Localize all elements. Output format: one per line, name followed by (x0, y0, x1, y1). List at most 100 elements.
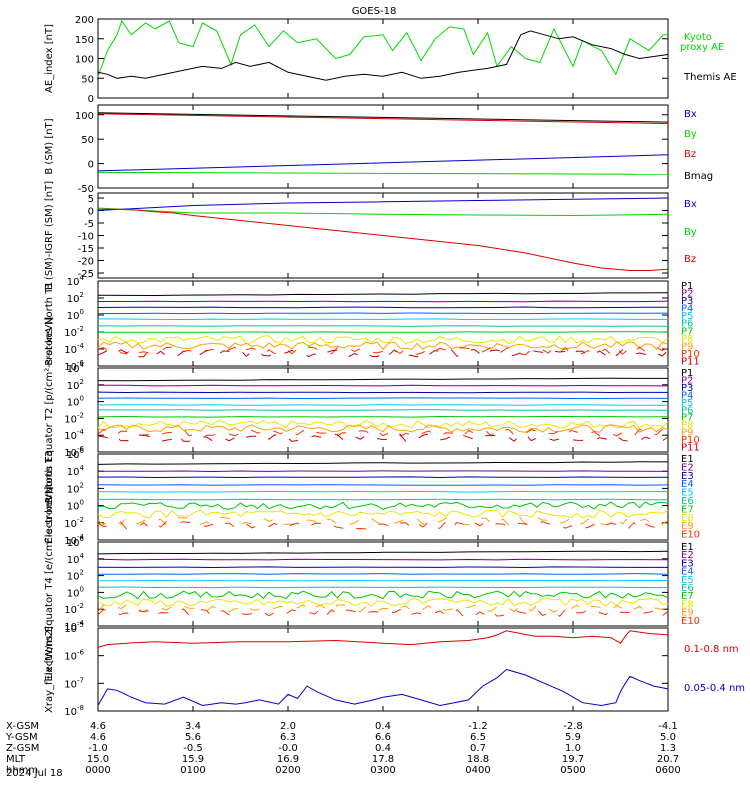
y-tick-label: 100 (67, 585, 84, 599)
series-line-p6 (98, 409, 669, 411)
y-tick-exponent: -8 (77, 704, 84, 712)
series-line-bz (97, 113, 669, 125)
series-line-e1 (97, 461, 669, 465)
series-line-e4 (97, 484, 669, 486)
y-tick-exponent: -2 (77, 411, 84, 419)
legend-label: P4 (681, 390, 693, 401)
y-tick-exponent: 0 (80, 308, 84, 316)
legend-label: P7 (681, 413, 693, 424)
ephemeris-cell: 5.9 (565, 732, 581, 743)
ephemeris-cell: 6.3 (280, 732, 296, 743)
y-tick-label: 10-4 (64, 428, 84, 442)
y-tick-exponent: -5 (77, 621, 84, 629)
series-line-by (97, 171, 669, 175)
y-axis-label: Electrons Equator T4 [e/(cm²-s-sr-keV)] (44, 486, 55, 681)
y-tick-exponent: -4 (77, 428, 85, 436)
legend-label: P8 (681, 420, 693, 431)
series-line-p8 (97, 420, 669, 429)
series-line-p1 (97, 377, 668, 382)
legend-label: E8 (681, 513, 694, 524)
y-tick-label: 106 (67, 535, 85, 549)
legend-label: proxy AE (680, 42, 724, 53)
ephemeris-cell: 19.7 (562, 754, 584, 765)
ephemeris-cell: -0.5 (183, 743, 203, 754)
y-tick-label: 10-6 (64, 649, 84, 663)
y-tick-exponent: -2 (77, 325, 84, 333)
panel-frame (97, 541, 669, 627)
series-line-p5 (97, 318, 668, 321)
y-tick-label: -50 (78, 184, 94, 195)
ephemeris-cell: -4.1 (658, 721, 678, 732)
legend-label: Bz (684, 254, 696, 265)
legend-label: P3 (681, 296, 693, 307)
legend-label: Kyoto (684, 32, 712, 43)
y-tick-exponent: -7 (77, 676, 84, 684)
ephemeris-cell: 0.4 (375, 743, 391, 754)
panel-frame (97, 453, 669, 541)
y-tick-exponent: 4 (80, 552, 85, 560)
series-line-e3 (97, 476, 669, 479)
y-tick-exponent: 4 (80, 361, 85, 369)
y-axis-label: B (SM) [nT] (44, 118, 55, 174)
y-tick-label: 5 (88, 194, 94, 205)
series-line-p11 (97, 433, 669, 443)
series-line-e9 (97, 603, 669, 613)
legend-label: P9 (681, 341, 693, 352)
y-tick-label: 0 (88, 160, 94, 171)
legend-label: Bx (684, 109, 697, 120)
ephemeris-cell: 0300 (370, 765, 395, 776)
series-line-p5 (97, 404, 669, 406)
legend-label: E3 (681, 471, 694, 482)
ephemeris-cell: 18.8 (467, 754, 489, 765)
y-tick-exponent: 6 (80, 447, 85, 455)
legend-label: P5 (681, 311, 693, 322)
y-tick-exponent: -4 (77, 342, 85, 350)
y-axis-label: Protons Equator T2 [p/(cm²-s-sr-keV)] (44, 317, 55, 504)
ephemeris-cell: 0500 (560, 765, 585, 776)
ephemeris-cell: 16.9 (277, 754, 299, 765)
y-tick-exponent: 2 (80, 569, 84, 577)
legend-label: P9 (681, 428, 693, 439)
series-line-e1 (97, 550, 669, 555)
legend-label: E9 (681, 608, 694, 619)
ephemeris-cell: 0000 (85, 765, 110, 776)
ephemeris-cell: 15.9 (182, 754, 204, 765)
legend-label: P8 (681, 334, 693, 345)
ephemeris-cell: 0200 (275, 765, 300, 776)
series-line-e7 (97, 501, 669, 510)
ephemeris-cell: 17.8 (372, 754, 394, 765)
y-tick-label: 100 (67, 395, 84, 409)
y-tick-label: 100 (67, 499, 84, 513)
series-line-bmag (97, 112, 669, 123)
series-line-themis-ae (97, 30, 669, 81)
ephemeris-cell: 4.6 (90, 732, 106, 743)
ephemeris-row-label: hhmm (6, 765, 38, 776)
date-label: 2024 Jul 18 (6, 768, 63, 779)
legend-label: E5 (681, 488, 694, 499)
y-tick-exponent: 4 (80, 464, 85, 472)
ephemeris-row-label: X-GSM (6, 721, 39, 732)
y-axis-label: Xray_flux [W/m2] (44, 626, 55, 713)
legend-label: P6 (681, 319, 693, 330)
series-line-by (97, 207, 669, 217)
series-line-e5 (97, 490, 669, 493)
series-line-e2 (98, 470, 669, 473)
legend-label: E6 (681, 583, 694, 594)
y-tick-label: 200 (75, 15, 94, 26)
y-tick-label: 50 (81, 74, 94, 85)
series-line-e10 (97, 608, 669, 618)
ephemeris-cell: 5.0 (660, 732, 676, 743)
legend-label: E8 (681, 599, 694, 610)
legend-label: Bmag (684, 171, 713, 182)
y-tick-label: 10-2 (64, 516, 84, 530)
y-tick-label: 10-2 (64, 325, 84, 339)
y-tick-label: 104 (67, 274, 85, 288)
y-tick-label: 50 (81, 135, 94, 146)
legend-label: P2 (681, 375, 693, 386)
legend-label: P3 (681, 383, 693, 394)
legend-label: E3 (681, 558, 694, 569)
y-tick-label: 100 (75, 55, 94, 66)
